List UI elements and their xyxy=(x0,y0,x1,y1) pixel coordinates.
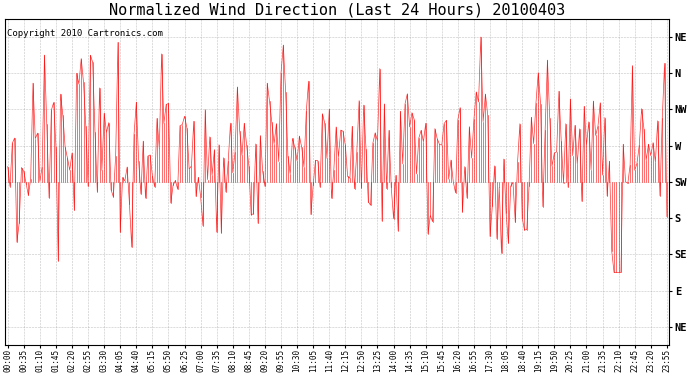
Title: Normalized Wind Direction (Last 24 Hours) 20100403: Normalized Wind Direction (Last 24 Hours… xyxy=(109,3,565,18)
Text: Copyright 2010 Cartronics.com: Copyright 2010 Cartronics.com xyxy=(8,29,164,38)
